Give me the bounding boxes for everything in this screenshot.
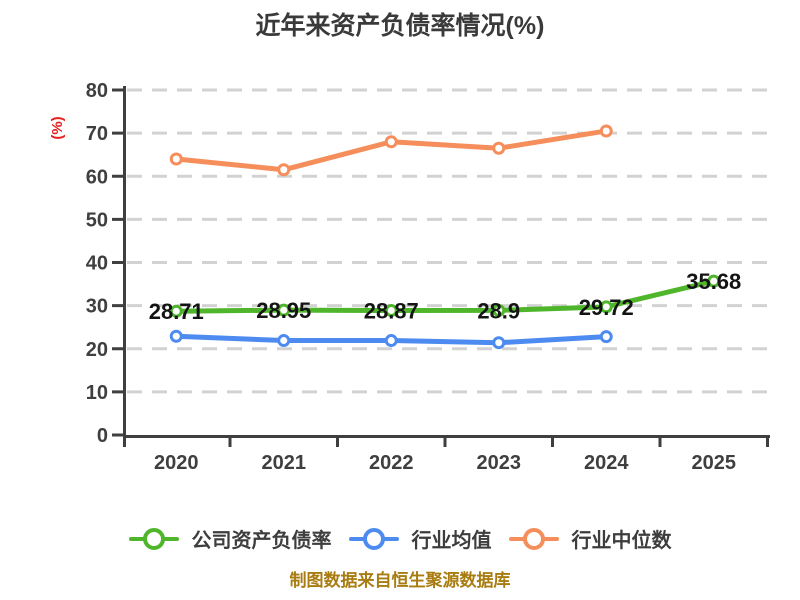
y-tick-label: 40	[86, 253, 108, 275]
series-point-industry-median	[384, 135, 398, 149]
legend-label: 行业均值	[411, 530, 492, 552]
legend: 公司资产负债率 行业均值 行业中位数	[0, 524, 800, 553]
point-label-company-debt-ratio: 28.9	[477, 298, 520, 323]
series-point-industry-median	[169, 152, 183, 166]
y-tick-label: 30	[86, 296, 108, 318]
x-tick-label: 2025	[692, 452, 737, 474]
y-tick-label: 20	[86, 339, 108, 361]
y-tick-label: 70	[86, 123, 108, 145]
point-label-company-debt-ratio: 28.87	[364, 298, 419, 323]
series-point-industry-mean	[169, 329, 183, 343]
legend-marker-icon	[128, 527, 179, 551]
series-point-industry-median	[277, 163, 291, 177]
chart-title: 近年来资产负债率情况(%)	[255, 12, 545, 40]
series-point-company-debt-ratio	[384, 303, 398, 317]
x-tick-label: 2021	[262, 452, 307, 474]
legend-dot-icon	[522, 527, 545, 550]
legend-item-industry-mean: 行业均值	[348, 524, 492, 553]
y-tick-label: 10	[86, 382, 108, 404]
series-point-company-debt-ratio	[169, 304, 183, 318]
point-label-company-debt-ratio: 35.68	[686, 269, 741, 294]
x-tick-label: 2023	[477, 452, 522, 474]
legend-marker-icon	[348, 527, 399, 551]
legend-marker-icon	[508, 527, 559, 551]
series-point-industry-mean	[277, 334, 291, 348]
series-point-industry-mean	[492, 336, 506, 350]
data-source-caption: 制图数据来自恒生聚源数据库	[289, 571, 511, 590]
x-tick-label: 2020	[154, 452, 199, 474]
point-label-company-debt-ratio: 28.71	[149, 299, 204, 324]
y-tick-label: 0	[97, 425, 108, 447]
series-point-company-debt-ratio	[707, 274, 721, 288]
point-label-company-debt-ratio: 29.72	[579, 295, 634, 320]
legend-item-company-debt-ratio: 公司资产负债率	[128, 524, 332, 553]
x-tick-label: 2024	[584, 452, 629, 474]
series-point-company-debt-ratio	[599, 300, 613, 314]
series-point-industry-mean	[599, 330, 613, 344]
series-point-industry-median	[599, 124, 613, 138]
legend-dot-icon	[142, 527, 165, 550]
series-point-industry-mean	[384, 334, 398, 348]
legend-dot-icon	[362, 527, 385, 550]
y-tick-label: 60	[86, 166, 108, 188]
legend-item-industry-median: 行业中位数	[508, 524, 672, 553]
series-line-company-debt-ratio	[173, 278, 717, 314]
legend-label: 公司资产负债率	[191, 530, 332, 552]
legend-label: 行业中位数	[571, 530, 672, 552]
series-point-industry-median	[492, 141, 506, 155]
y-tick-label: 50	[86, 209, 108, 231]
x-tick-label: 2022	[369, 452, 414, 474]
point-label-company-debt-ratio: 28.95	[256, 298, 311, 323]
y-tick-label: 80	[86, 80, 108, 102]
series-point-company-debt-ratio	[492, 303, 506, 317]
series-point-company-debt-ratio	[277, 303, 291, 317]
